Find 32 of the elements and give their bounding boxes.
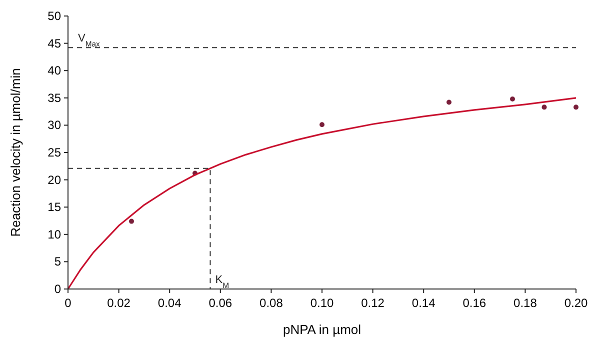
point bbox=[542, 104, 547, 110]
x-tick-label: 0.18 bbox=[514, 296, 538, 310]
x-tick-label: 0.02 bbox=[107, 296, 131, 310]
x-tick-label: 0.16 bbox=[462, 296, 486, 310]
x-tick-label: 0.04 bbox=[158, 296, 182, 310]
x-axis-title: pNPA in µmol bbox=[282, 322, 362, 337]
x-tick-label: 0.14 bbox=[412, 296, 436, 310]
y-tick-label: 0 bbox=[54, 282, 62, 296]
point bbox=[129, 218, 134, 224]
y-tick-label: 35 bbox=[48, 90, 62, 105]
y-tick-label: 45 bbox=[48, 36, 62, 50]
y-tick-label: 10 bbox=[48, 227, 62, 242]
y-tick-label: 5 bbox=[54, 254, 62, 269]
ref-line-label: V$_{Max}$ bbox=[78, 32, 100, 48]
y-tick-label: 40 bbox=[48, 64, 62, 78]
y-tick-label: 20 bbox=[48, 172, 62, 187]
point bbox=[446, 100, 452, 105]
x-tick-label: 0.20 bbox=[564, 296, 588, 310]
annotation: K$_{M}$ bbox=[215, 274, 229, 290]
point bbox=[320, 122, 324, 128]
x-tick-label: 0 bbox=[64, 296, 72, 310]
y-tick-label: 30 bbox=[48, 118, 62, 132]
point bbox=[574, 104, 578, 110]
y-tick-label: 50 bbox=[48, 9, 62, 23]
y-tick-label: 15 bbox=[48, 200, 62, 214]
y-tick-label: 25 bbox=[48, 146, 62, 160]
x-tick-label: 0.06 bbox=[208, 296, 232, 310]
x-tick-label: 0.12 bbox=[361, 296, 385, 310]
x-tick-label: 0.08 bbox=[260, 296, 284, 310]
y-axis-title: Reaction velocity in µmol/min bbox=[8, 68, 23, 237]
point bbox=[510, 96, 515, 102]
x-tick-label: 0.10 bbox=[310, 296, 334, 310]
